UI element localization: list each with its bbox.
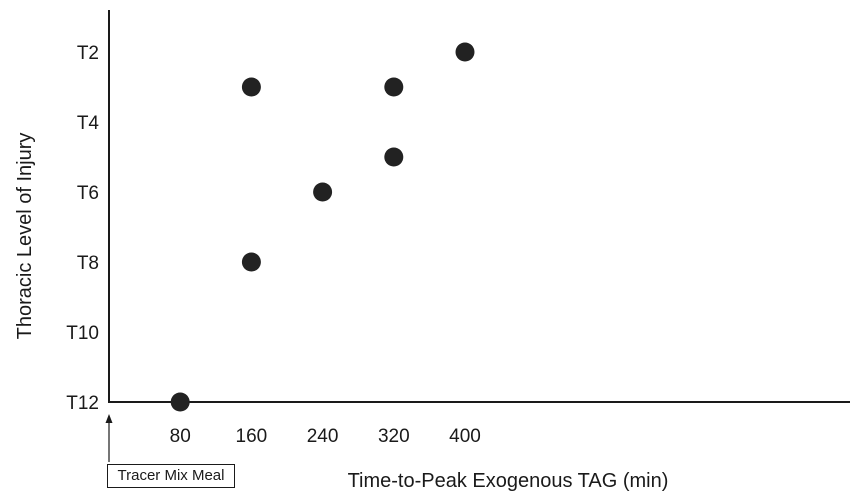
x-axis-title: Time-to-Peak Exogenous TAG (min) [348,470,669,492]
axes [108,10,850,403]
x-tick-labels: 80 160 240 320 400 [170,426,481,447]
y-axis-title: Thoracic Level of Injury [14,133,36,340]
y-tick-label-t6: T6 [77,183,99,204]
y-tick-label-t12: T12 [66,393,99,414]
y-tick-label-t4: T4 [77,113,100,134]
y-tick-label-t8: T8 [77,253,99,274]
data-point-6 [384,147,404,167]
meal-annotation [105,414,113,462]
x-tick-label-80: 80 [170,426,191,447]
y-tick-label-t2: T2 [77,43,99,64]
x-tick-label-320: 320 [378,426,410,447]
x-tick-label-240: 240 [307,426,339,447]
annotation-arrow-head [105,414,113,423]
data-point-2 [241,77,261,97]
y-tick-label-t10: T10 [66,323,99,344]
data-point-7 [455,42,475,62]
x-tick-label-160: 160 [236,426,268,447]
data-point-1 [170,392,190,412]
tracer-mix-meal-label: Tracer Mix Meal [107,464,235,488]
data-point-4 [313,182,333,202]
y-tick-labels: T2 T4 T6 T8 T10 T12 [66,43,99,414]
data-points [170,42,475,412]
data-point-5 [384,77,404,97]
data-point-3 [241,252,261,272]
x-tick-label-400: 400 [449,426,481,447]
